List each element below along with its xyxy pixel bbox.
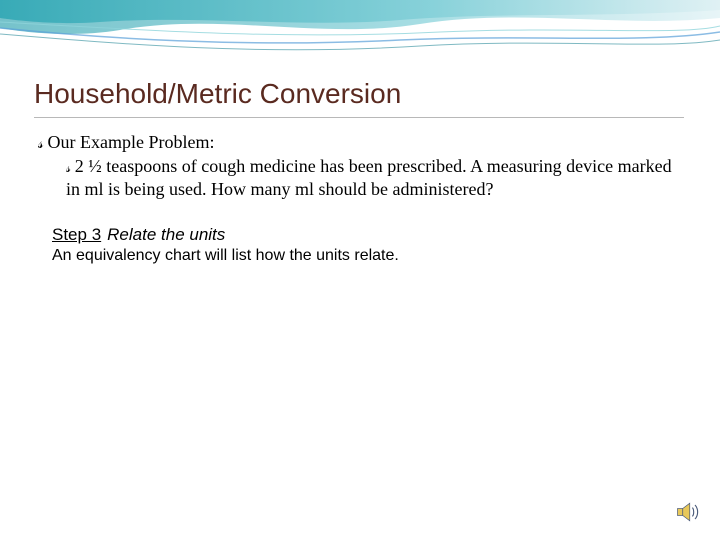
title-underline xyxy=(34,117,684,118)
audio-icon[interactable] xyxy=(674,498,702,526)
step-row: Step 3 Relate the units xyxy=(52,225,678,245)
step-label: Step 3 xyxy=(52,225,101,244)
step-description: An equivalency chart will list how the u… xyxy=(52,247,678,265)
slide-title: Household/Metric Conversion xyxy=(34,78,401,110)
problem-body: 2 ½ teaspoons of cough medicine has been… xyxy=(66,156,672,199)
intro-label: Our Example Problem: xyxy=(48,132,215,152)
body-block: 𝓈Our Example Problem: 𝓈2 ½ teaspoons of … xyxy=(38,132,678,265)
problem-text: 𝓈2 ½ teaspoons of cough medicine has bee… xyxy=(66,155,678,201)
step-title: Relate the units xyxy=(107,225,225,244)
bullet-icon: 𝓈 xyxy=(38,136,44,152)
intro-line: 𝓈Our Example Problem: xyxy=(38,132,678,153)
bullet-icon: 𝓈 xyxy=(66,160,71,175)
